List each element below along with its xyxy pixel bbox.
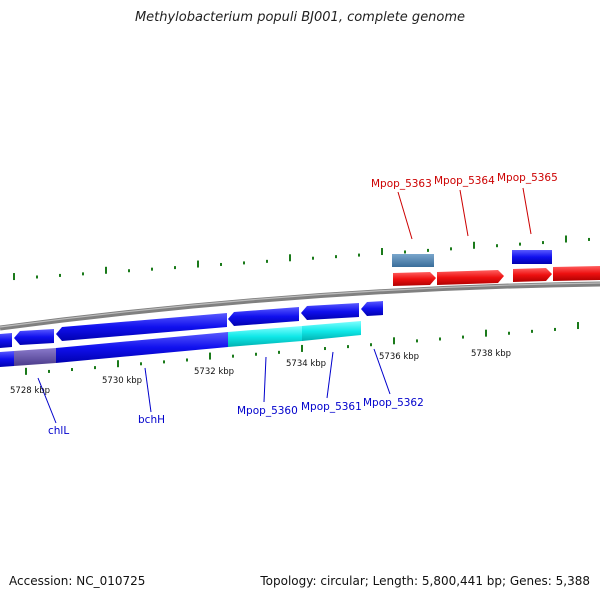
gene-upper-2[interactable]	[14, 329, 54, 345]
forward-genes	[392, 250, 600, 286]
label-bchH[interactable]: bchH	[138, 414, 165, 426]
axis-label-5730: 5730 kbp	[102, 376, 142, 386]
label-mpop-5365[interactable]: Mpop_5365	[497, 172, 558, 184]
axis-label-5734: 5734 kbp	[286, 359, 326, 369]
gene-mpop-5361[interactable]	[302, 321, 361, 341]
leader-mpop-5361	[326, 351, 334, 399]
leader-bchH	[144, 367, 152, 413]
forward-gene-labels: Mpop_5363 Mpop_5364 Mpop_5365	[371, 172, 558, 190]
gene-mpop-5364[interactable]	[437, 270, 504, 285]
reverse-genes-upper	[0, 301, 383, 348]
axis-label-5736: 5736 kbp	[379, 352, 419, 362]
gene-mpop-5363-muted[interactable]	[392, 254, 434, 267]
label-chlL[interactable]: chlL	[48, 425, 69, 437]
genome-summary-text: Topology: circular; Length: 5,800,441 bp…	[260, 574, 590, 588]
upper-tick-row	[13, 235, 590, 281]
gene-next-forward[interactable]	[553, 266, 600, 281]
leader-mpop-5365	[522, 187, 532, 235]
leader-mpop-5364	[459, 189, 469, 237]
leader-mpop-5362	[373, 348, 391, 395]
label-mpop-5362[interactable]: Mpop_5362	[363, 397, 424, 409]
axis-labels: 5728 kbp 5730 kbp 5732 kbp 5734 kbp 5736…	[10, 349, 511, 396]
lower-tick-row	[25, 322, 579, 375]
gene-upper-3[interactable]	[56, 313, 227, 341]
accession-text: Accession: NC_010725	[9, 574, 146, 588]
reverse-genes-lower	[0, 321, 361, 367]
gene-mpop-5360[interactable]	[228, 326, 302, 347]
axis-label-5732: 5732 kbp	[194, 367, 234, 377]
leader-lines	[37, 187, 532, 424]
gene-upper-4[interactable]	[228, 307, 299, 326]
gene-chlL[interactable]	[14, 348, 56, 366]
gene-mpop-5363[interactable]	[393, 272, 436, 286]
reverse-gene-labels: chlL bchH Mpop_5360 Mpop_5361 Mpop_5362	[48, 397, 424, 437]
genome-backbone-highlight	[0, 282, 600, 328]
leader-mpop-5360	[263, 356, 267, 403]
genome-backbone	[0, 281, 600, 331]
gene-upper-6[interactable]	[361, 301, 383, 316]
gene-bchH[interactable]	[56, 332, 228, 363]
gene-mpop-5365[interactable]	[513, 268, 552, 282]
gene-lower-0[interactable]	[0, 351, 14, 367]
axis-label-5728: 5728 kbp	[10, 386, 50, 396]
label-mpop-5360[interactable]: Mpop_5360	[237, 405, 298, 417]
leader-chlL	[37, 377, 57, 424]
label-mpop-5361[interactable]: Mpop_5361	[301, 401, 362, 413]
label-mpop-5364[interactable]: Mpop_5364	[434, 175, 495, 187]
leader-mpop-5363	[397, 191, 413, 240]
map-title: Methylobacterium populi BJ001, complete …	[134, 10, 466, 25]
label-mpop-5363[interactable]: Mpop_5363	[371, 178, 432, 190]
gene-upper-5[interactable]	[301, 303, 359, 320]
gene-mpop-5365-reverse[interactable]	[512, 250, 552, 264]
gene-upper-1[interactable]	[0, 333, 12, 348]
axis-label-5738: 5738 kbp	[471, 349, 511, 359]
